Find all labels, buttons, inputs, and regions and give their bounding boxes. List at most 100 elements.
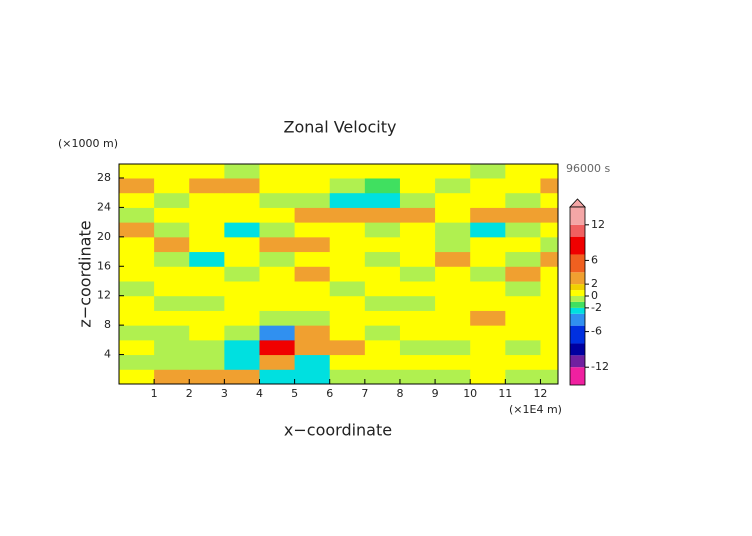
cell <box>259 295 296 311</box>
cell <box>154 325 190 341</box>
cell <box>224 295 260 311</box>
y-tick-label: 12 <box>97 289 111 302</box>
cell <box>294 266 331 282</box>
cell <box>364 339 401 356</box>
cell <box>399 164 436 179</box>
cell <box>154 177 190 194</box>
cell <box>189 164 225 179</box>
cell <box>505 207 541 223</box>
cell <box>294 339 331 356</box>
x-tick-label: 1 <box>151 387 158 400</box>
x-tick-label: 4 <box>256 387 263 400</box>
cell <box>154 192 190 208</box>
cell <box>435 295 471 311</box>
cell <box>470 310 506 326</box>
cell <box>224 251 260 267</box>
x-tick-label: 3 <box>221 387 228 400</box>
cell <box>224 310 260 326</box>
cell <box>540 325 558 341</box>
cell <box>470 222 506 238</box>
cell <box>224 164 260 179</box>
y-tick-label: 4 <box>104 348 111 361</box>
cell <box>119 354 155 370</box>
chart-title: Zonal Velocity <box>284 118 397 137</box>
cell <box>119 310 155 326</box>
cell <box>540 369 558 384</box>
colorbar-segment <box>570 307 585 314</box>
cell <box>435 266 471 282</box>
cell <box>435 222 471 238</box>
colorbar-segment <box>570 284 585 291</box>
x-tick-label: 2 <box>186 387 193 400</box>
cell <box>154 310 190 326</box>
colorbar-segment <box>570 343 585 356</box>
colorbar-segment <box>570 313 585 326</box>
cell <box>470 369 506 384</box>
cell <box>154 280 190 297</box>
cell <box>505 325 541 341</box>
cell <box>189 369 225 384</box>
cell <box>470 251 506 267</box>
cell <box>224 222 260 238</box>
cell <box>540 164 558 179</box>
cell <box>294 295 331 311</box>
cell <box>329 280 366 297</box>
cell <box>119 177 155 194</box>
colorbar-extend <box>569 198 586 208</box>
cell <box>470 164 506 179</box>
cell <box>470 266 506 282</box>
cell <box>259 222 296 238</box>
cell <box>189 207 225 223</box>
colorbar-segment <box>570 207 585 225</box>
cell <box>224 339 260 356</box>
y-tick-label: 16 <box>97 259 111 272</box>
colorbar-tick-label: 0 <box>591 289 598 302</box>
cell <box>189 310 225 326</box>
cell <box>329 266 366 282</box>
x-tick-label: 10 <box>463 387 477 400</box>
cell <box>259 369 296 384</box>
cell <box>505 310 541 326</box>
y-unit: (×1000 m) <box>58 137 118 150</box>
cell <box>364 192 401 208</box>
cell <box>294 369 331 384</box>
x-tick-label: 6 <box>326 387 333 400</box>
cell <box>259 236 296 253</box>
cell <box>329 164 366 179</box>
cell <box>435 192 471 208</box>
cell <box>364 236 401 253</box>
cell <box>364 310 401 326</box>
cell <box>364 164 401 179</box>
cell <box>154 251 190 267</box>
cell <box>224 325 260 341</box>
y-tick-label: 20 <box>97 230 111 243</box>
cell <box>189 177 225 194</box>
x-tick-label: 11 <box>498 387 512 400</box>
cell <box>329 354 366 370</box>
cell <box>364 280 401 297</box>
cell <box>154 369 190 384</box>
cell <box>505 280 541 297</box>
cell <box>364 177 401 194</box>
cell <box>399 354 436 370</box>
x-tick-label: 7 <box>361 387 368 400</box>
y-axis-label: z−coordinate <box>76 220 95 327</box>
cell <box>154 266 190 282</box>
cell <box>329 222 366 238</box>
cell <box>294 280 331 297</box>
cell <box>189 325 225 341</box>
cell <box>540 339 558 356</box>
cell <box>189 295 225 311</box>
cell <box>259 207 296 223</box>
cell <box>224 354 260 370</box>
cell <box>329 251 366 267</box>
colorbar-segment <box>570 325 585 344</box>
cell <box>435 339 471 356</box>
cell <box>399 236 436 253</box>
cell <box>294 354 331 370</box>
x-tick-label: 8 <box>396 387 403 400</box>
cell <box>470 295 506 311</box>
colorbar-tick-label: -6 <box>591 325 602 338</box>
cell <box>329 369 366 384</box>
